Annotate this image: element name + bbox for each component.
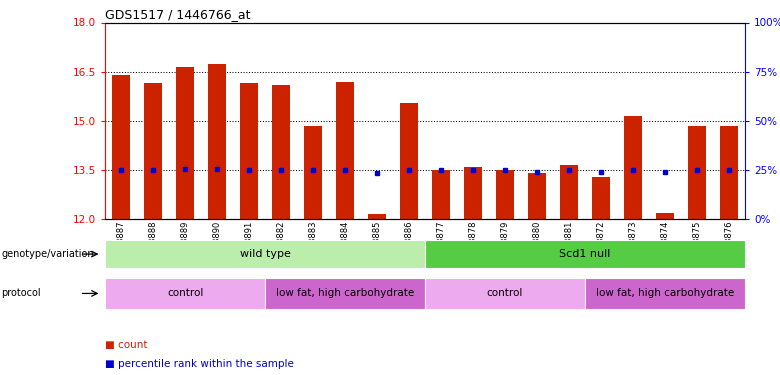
Bar (624, 116, 642, 219)
Bar (112, 75, 130, 219)
Bar (176, 67, 194, 219)
Text: low fat, high carbohydrate: low fat, high carbohydrate (596, 288, 734, 298)
Bar (144, 83, 162, 219)
Bar (720, 126, 738, 219)
Text: Scd1 null: Scd1 null (559, 249, 611, 259)
Bar (240, 83, 258, 219)
Bar (208, 63, 226, 219)
Bar (656, 213, 674, 219)
Bar (368, 214, 386, 219)
Bar (432, 170, 450, 219)
Bar (272, 85, 290, 219)
Bar (496, 170, 514, 219)
Text: genotype/variation: genotype/variation (2, 249, 94, 259)
Text: ■ count: ■ count (105, 340, 147, 350)
Bar (336, 82, 354, 219)
Text: low fat, high carbohydrate: low fat, high carbohydrate (276, 288, 414, 298)
Bar (400, 103, 418, 219)
Text: wild type: wild type (239, 249, 291, 259)
Text: ■ percentile rank within the sample: ■ percentile rank within the sample (105, 359, 294, 369)
Bar (688, 126, 706, 219)
Bar (528, 173, 546, 219)
Text: GDS1517 / 1446766_at: GDS1517 / 1446766_at (105, 8, 251, 21)
Text: control: control (487, 288, 523, 298)
Text: protocol: protocol (2, 288, 41, 298)
Bar (304, 126, 322, 219)
Bar (592, 177, 610, 219)
Bar (560, 165, 578, 219)
Bar (464, 167, 482, 219)
Text: control: control (167, 288, 204, 298)
